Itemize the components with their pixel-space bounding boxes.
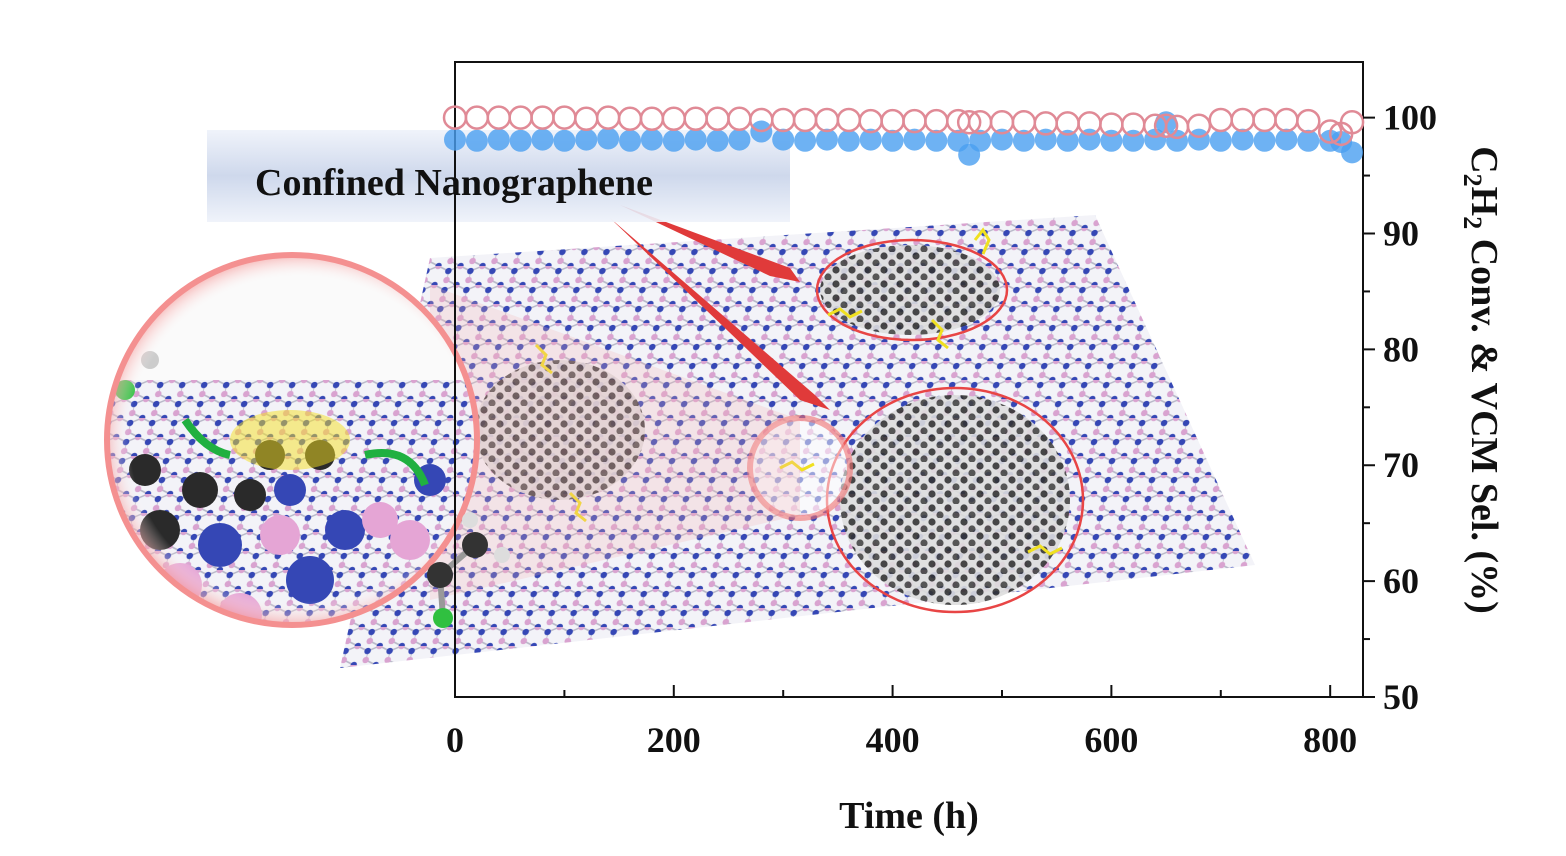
data-point [1252, 107, 1277, 133]
plot-frame [454, 61, 1364, 698]
data-point [1209, 129, 1232, 152]
y-tick-label: 60 [1383, 561, 1419, 601]
data-point [1208, 107, 1234, 133]
data-point [792, 107, 818, 133]
x-tick-label: 200 [647, 720, 701, 760]
data-point [903, 128, 926, 151]
product-molecule [427, 512, 510, 628]
y-axis-label: C2H2 Conv. & VCM Sel. (%) [1458, 146, 1505, 614]
x-axis-label: Time (h) [839, 795, 979, 837]
data-point [486, 105, 512, 130]
x-tick-label: 600 [1084, 720, 1138, 760]
x-tick-label: 0 [446, 720, 464, 760]
data-point [530, 105, 555, 130]
data-marks [442, 105, 1365, 166]
data-point [508, 105, 533, 130]
carbon-domain [820, 245, 1000, 335]
y-tick-label: 50 [1383, 677, 1419, 717]
ticks: 0 200 400 600 800 50 60 70 80 90 100 [446, 98, 1437, 760]
data-point [772, 128, 795, 151]
data-point [575, 128, 598, 151]
zoom-inset-border [104, 252, 480, 628]
data-point [444, 128, 466, 151]
y-tick-label: 80 [1383, 329, 1419, 369]
data-point [1339, 110, 1365, 135]
data-point [794, 129, 817, 152]
data-point [836, 107, 862, 133]
y-tick-label: 100 [1383, 98, 1437, 138]
pointer-arrow [620, 205, 800, 282]
data-point [683, 106, 708, 132]
data-point [531, 128, 554, 151]
data-point [595, 105, 621, 130]
data-point [1230, 107, 1255, 133]
data-point [640, 128, 663, 151]
data-point [464, 105, 490, 130]
data-point [1274, 107, 1299, 133]
data-point [728, 128, 751, 151]
zoom-inset [107, 255, 477, 625]
carbon-domain [475, 360, 645, 500]
data-point [509, 129, 532, 152]
series-selectivity [442, 105, 1365, 147]
data-point [1012, 129, 1035, 152]
data-point [553, 129, 576, 152]
data-point [969, 129, 992, 152]
x-tick-label: 800 [1303, 720, 1357, 760]
data-point [859, 128, 882, 151]
data-point [574, 106, 599, 132]
data-point [1296, 108, 1321, 134]
pointer-arrow [610, 218, 830, 410]
data-point [837, 129, 860, 152]
data-point [1297, 129, 1320, 152]
data-point [617, 106, 643, 132]
data-point [727, 106, 752, 132]
data-point [1341, 141, 1364, 164]
data-point [1056, 129, 1079, 152]
data-point [639, 106, 665, 132]
y-tick-label: 90 [1383, 213, 1419, 253]
data-point [661, 106, 687, 132]
data-point [925, 129, 948, 152]
data-point [814, 107, 840, 133]
nanographene-illustration: Confined Nanographene [104, 130, 1255, 668]
data-point [706, 129, 729, 152]
data-point [1231, 128, 1254, 151]
zoom-cone [430, 285, 800, 600]
adsorbed-molecules [534, 227, 1063, 556]
data-point [1275, 128, 1298, 151]
data-point [924, 108, 949, 134]
data-point [956, 110, 982, 135]
data-point [1186, 113, 1212, 138]
data-point [881, 129, 904, 152]
data-point [1317, 119, 1343, 144]
data-point [684, 128, 707, 151]
data-point [465, 129, 488, 152]
data-point [552, 105, 577, 130]
data-point [1153, 113, 1179, 138]
data-point [990, 128, 1013, 151]
data-point [1253, 129, 1276, 152]
data-point [880, 108, 905, 134]
data-point [705, 106, 730, 132]
y-tick-label: 70 [1383, 445, 1419, 485]
data-point [770, 107, 796, 133]
confinement-circle [815, 238, 1009, 342]
data-point [662, 129, 685, 152]
axes [454, 61, 1364, 698]
data-point [619, 129, 642, 152]
data-point [487, 128, 510, 151]
data-point [597, 127, 620, 150]
x-tick-label: 400 [866, 720, 920, 760]
carbon-domain [840, 395, 1070, 605]
data-point [815, 128, 838, 151]
